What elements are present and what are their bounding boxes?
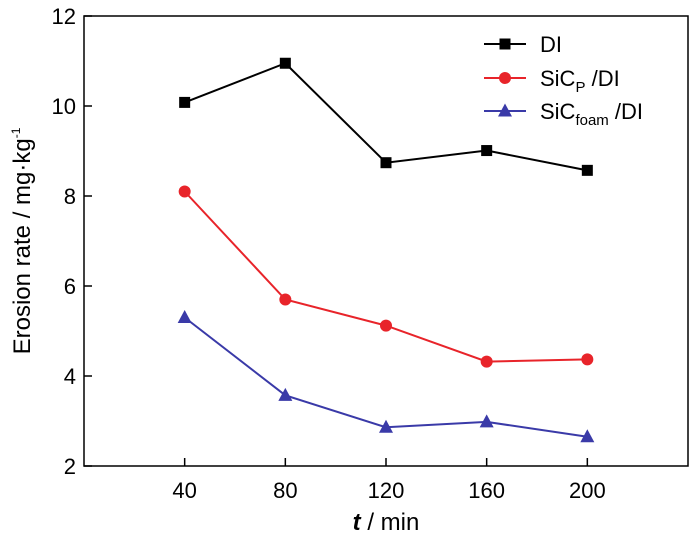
x-axis-label-italic: t	[353, 509, 362, 536]
series-line-0	[184, 62, 588, 172]
y-tick-label-0: 2	[64, 454, 76, 479]
data-point-2-3	[479, 414, 494, 428]
data-point-1-1	[279, 293, 292, 306]
series-line-2	[184, 316, 588, 438]
data-point-2-0	[177, 310, 192, 323]
legend-item-2: SiCfoam /DI	[484, 99, 643, 129]
legend-marker-0	[499, 38, 511, 50]
legend-label-1: SiCP /DI	[540, 66, 620, 96]
x-axis-label: t / min	[353, 509, 420, 536]
data-point-1-4	[581, 353, 594, 366]
data-point-1-2	[380, 319, 392, 332]
y-tick-label-1: 4	[64, 364, 76, 389]
series-layer	[177, 57, 595, 443]
data-point-0-1	[279, 57, 291, 69]
data-point-1-3	[480, 355, 493, 368]
y-axis-label-sup: -1	[9, 127, 23, 138]
data-point-2-2	[379, 419, 393, 433]
series-0	[179, 57, 593, 176]
x-axis-label-rest: / min	[361, 509, 420, 536]
series-line-1	[183, 190, 588, 363]
x-tick-label-4: 200	[569, 478, 606, 503]
x-tick-label-1: 80	[273, 478, 297, 503]
y-axis-label: Erosion rate / mg·kg-1	[9, 127, 36, 354]
x-tick-label-3: 160	[468, 478, 505, 503]
y-tick-label-5: 12	[52, 4, 76, 29]
data-point-1-0	[178, 185, 191, 198]
y-axis-label-main: Erosion rate / mg·kg	[9, 138, 36, 354]
legend-label-0: DI	[540, 32, 562, 57]
x-tick-label-0: 40	[172, 478, 196, 503]
data-point-0-0	[179, 96, 191, 108]
legend-marker-1	[499, 72, 511, 84]
y-tick-label-4: 10	[52, 94, 76, 119]
data-point-0-3	[481, 145, 493, 157]
x-tick-label-2: 120	[368, 478, 405, 503]
series-1	[178, 185, 594, 368]
axis-ticks: 40 80 120 160 200 2 4 6 8 10 12	[52, 4, 606, 503]
y-tick-label-2: 6	[64, 274, 76, 299]
data-point-0-2	[380, 157, 392, 169]
data-point-2-4	[580, 429, 595, 443]
y-tick-label-3: 8	[64, 184, 76, 209]
series-2	[177, 310, 595, 443]
data-point-2-1	[278, 387, 293, 401]
legend-marker-2	[498, 103, 512, 117]
legend-label-2: SiCfoam /DI	[540, 99, 643, 129]
legend-item-0: DI	[484, 32, 562, 57]
data-point-0-4	[581, 164, 593, 176]
legend-item-1: SiCP /DI	[484, 66, 620, 96]
